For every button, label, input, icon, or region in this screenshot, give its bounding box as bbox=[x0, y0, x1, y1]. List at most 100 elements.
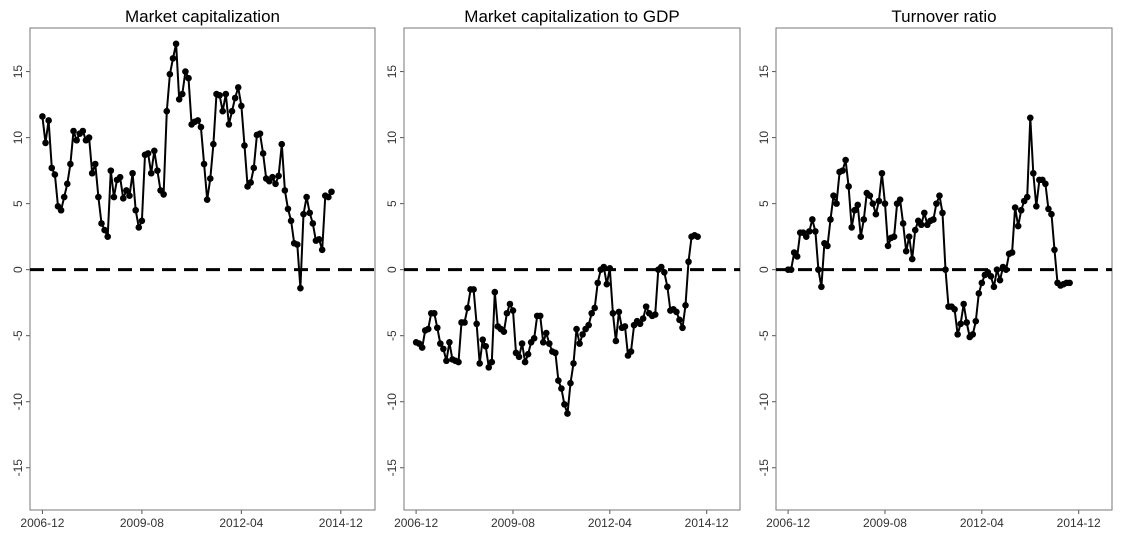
y-tick-label: 5 bbox=[11, 200, 25, 207]
data-point bbox=[39, 113, 46, 120]
data-point bbox=[881, 200, 889, 207]
data-point bbox=[309, 220, 317, 227]
data-point bbox=[805, 228, 813, 235]
data-point bbox=[954, 331, 961, 338]
data-point bbox=[558, 385, 565, 392]
data-point bbox=[479, 336, 487, 343]
data-point bbox=[104, 233, 112, 240]
x-tick-label: 2012-04 bbox=[588, 516, 632, 530]
y-tick-label: 0 bbox=[757, 266, 771, 273]
x-tick-label: 2012-04 bbox=[219, 516, 263, 530]
data-point bbox=[600, 263, 608, 271]
data-point bbox=[555, 377, 562, 384]
data-point bbox=[851, 206, 859, 214]
data-point bbox=[573, 325, 580, 333]
data-point bbox=[564, 410, 571, 417]
data-point bbox=[642, 303, 650, 310]
data-point bbox=[67, 160, 74, 168]
data-point bbox=[1042, 180, 1049, 188]
data-point bbox=[536, 312, 544, 320]
data-point bbox=[576, 340, 583, 347]
data-point bbox=[651, 311, 659, 318]
data-point bbox=[178, 90, 186, 98]
data-point bbox=[275, 172, 282, 180]
data-point bbox=[664, 283, 671, 291]
data-point bbox=[73, 136, 80, 144]
data-point bbox=[119, 195, 127, 202]
data-point bbox=[443, 357, 450, 365]
data-point bbox=[793, 253, 801, 260]
data-point bbox=[833, 200, 840, 207]
panel-title: Market capitalization bbox=[125, 7, 280, 26]
data-point bbox=[603, 280, 611, 288]
data-point bbox=[606, 265, 614, 272]
data-point bbox=[116, 173, 124, 181]
data-point bbox=[905, 233, 913, 240]
data-point bbox=[588, 309, 595, 317]
data-point bbox=[325, 193, 332, 201]
data-point bbox=[524, 350, 532, 358]
data-point bbox=[809, 216, 816, 223]
panel-title: Turnover ratio bbox=[891, 7, 996, 26]
data-point bbox=[135, 224, 143, 231]
data-point bbox=[824, 242, 831, 250]
data-point bbox=[896, 196, 904, 203]
data-point bbox=[57, 206, 65, 214]
data-point bbox=[42, 139, 49, 147]
data-point bbox=[138, 217, 146, 225]
data-point bbox=[878, 169, 886, 177]
data-point bbox=[144, 150, 152, 157]
y-tick-label: 5 bbox=[385, 200, 399, 207]
data-point bbox=[1033, 202, 1040, 210]
data-point bbox=[839, 167, 846, 174]
x-tick-label: 2009-08 bbox=[120, 516, 164, 530]
y-tick-label: -5 bbox=[385, 330, 399, 341]
data-point bbox=[978, 279, 986, 287]
y-tick-label: -15 bbox=[757, 459, 771, 477]
data-point bbox=[151, 147, 158, 155]
data-point bbox=[676, 316, 683, 324]
data-point bbox=[287, 217, 295, 225]
data-point bbox=[545, 340, 553, 347]
y-tick-label: 5 bbox=[757, 200, 771, 207]
y-tick-label: 10 bbox=[385, 131, 399, 145]
data-point bbox=[473, 320, 480, 328]
y-tick-label: 10 bbox=[11, 131, 25, 145]
x-tick-label: 2006-12 bbox=[20, 516, 64, 530]
data-point bbox=[194, 117, 202, 124]
data-point bbox=[1008, 249, 1016, 256]
data-point bbox=[636, 320, 644, 328]
data-point bbox=[827, 216, 834, 223]
y-tick-label: -5 bbox=[757, 330, 771, 341]
data-point bbox=[293, 241, 301, 248]
data-point bbox=[591, 304, 599, 312]
data-point bbox=[869, 200, 877, 207]
data-point bbox=[975, 290, 983, 297]
data-point bbox=[673, 308, 680, 316]
data-point bbox=[521, 358, 529, 366]
data-point bbox=[1029, 169, 1037, 177]
data-point bbox=[250, 164, 258, 172]
data-point bbox=[95, 193, 102, 201]
data-point bbox=[594, 279, 602, 287]
data-point bbox=[661, 269, 668, 276]
data-point bbox=[433, 324, 441, 332]
panel: Market capitalization to GDP -15 -10 -5 0 5 10… bbox=[385, 7, 741, 530]
data-point bbox=[530, 335, 538, 342]
x-tick-label: 2006-12 bbox=[766, 516, 810, 530]
data-point bbox=[679, 324, 686, 332]
data-point bbox=[51, 171, 59, 178]
data-point bbox=[845, 183, 852, 190]
data-point bbox=[48, 164, 56, 172]
data-point bbox=[1002, 266, 1010, 273]
y-tick-label: 0 bbox=[11, 266, 25, 273]
data-point bbox=[278, 140, 286, 148]
data-point bbox=[300, 210, 307, 218]
data-point bbox=[45, 117, 52, 124]
panel-title: Market capitalization to GDP bbox=[464, 7, 679, 26]
data-point bbox=[854, 201, 862, 209]
data-point bbox=[1045, 205, 1052, 213]
data-point bbox=[857, 233, 865, 240]
data-point bbox=[1023, 193, 1031, 201]
data-point bbox=[464, 304, 471, 312]
